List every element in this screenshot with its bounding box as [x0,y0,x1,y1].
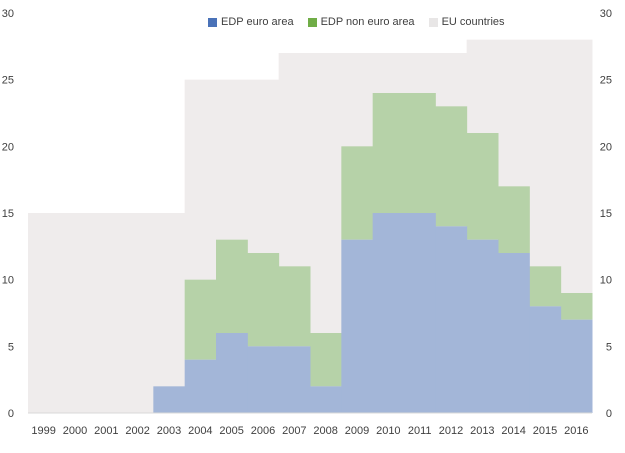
edp-non-euro-mark-2005 [216,239,248,333]
x-tick-2015: 2015 [533,425,557,437]
x-tick-2016: 2016 [564,425,588,437]
y-tick-left-5: 5 [8,341,14,353]
x-tick-2005: 2005 [219,425,243,437]
edp-euro-mark-2004 [184,359,217,413]
eu-countries-mark-2000 [59,213,92,413]
x-tick-2010: 2010 [376,425,400,437]
x-tick-2014: 2014 [501,425,525,437]
x-tick-2007: 2007 [282,425,306,437]
y-tick-left-30: 30 [2,8,14,20]
edp-euro-mark-2006 [247,346,280,413]
edp-euro-mark-2011 [404,213,436,413]
x-tick-2003: 2003 [157,425,181,437]
edp-non-euro-mark-2016 [560,293,593,320]
edp-non-euro-mark-2012 [435,106,468,227]
eu-countries-mark-2001 [90,213,123,413]
eu-countries-mark-2002 [122,213,154,413]
edp-euro-mark-2014 [498,253,530,413]
legend-item-eu-countries: EU countries [428,16,505,28]
legend-label-eu-countries: EU countries [441,16,505,28]
eu-countries-mark-2003 [153,213,186,413]
y-tick-left-25: 25 [2,75,14,87]
y-tick-right-5: 5 [606,341,612,353]
y-tick-right-15: 15 [600,208,612,220]
edp-non-euro-mark-2006 [247,253,280,347]
x-tick-2011: 2011 [408,425,432,437]
edp-euro-mark-2013 [466,239,499,413]
legend-item-edp-non-euro: EDP non euro area [307,16,415,28]
edp-non-euro-series [184,93,593,387]
x-tick-2006: 2006 [251,425,275,437]
legend: EDP euro area EDP non euro area EU count… [208,16,505,28]
y-tick-left-10: 10 [2,275,14,287]
y-tick-right-10: 10 [600,275,612,287]
legend-item-edp-euro: EDP euro area [208,16,294,28]
edp-non-euro-mark-2010 [372,93,405,213]
edp-non-euro-mark-2009 [341,146,374,240]
x-axis: 1999 2000 2001 2002 2003 2004 2005 2006 2007 2008… [31,425,588,437]
edp-non-euro-mark-2013 [466,133,499,240]
y-tick-left-20: 20 [2,141,14,153]
x-tick-2009: 2009 [345,425,369,437]
y-tick-right-25: 25 [600,75,612,87]
x-tick-2012: 2012 [439,425,463,437]
legend-label-edp-euro: EDP euro area [221,16,294,28]
edp-euro-mark-2003 [153,386,186,413]
edp-euro-mark-2016 [560,319,593,413]
x-tick-2008: 2008 [313,425,337,437]
edp-euro-mark-2015 [529,306,562,413]
y-tick-left-15: 15 [2,208,14,220]
x-tick-2001: 2001 [94,425,118,437]
edp-non-euro-mark-2007 [278,266,311,347]
edp-euro-mark-2007 [278,346,311,413]
y-tick-right-20: 20 [600,141,612,153]
y-axis-right: 0 5 10 15 20 25 30 [600,8,612,420]
edp-euro-mark-2008 [310,386,342,413]
edp-non-euro-mark-2014 [498,186,530,253]
x-tick-2013: 2013 [470,425,494,437]
eu-countries-mark-1999 [28,213,60,413]
edp-non-euro-mark-2011 [404,93,436,213]
y-tick-left-0: 0 [8,408,14,420]
x-tick-2004: 2004 [188,425,212,437]
edp-non-euro-mark-2015 [529,266,562,307]
legend-swatch-eu-countries [428,17,438,27]
edp-euro-mark-2010 [372,213,405,413]
y-axis-left: 0 5 10 15 20 25 30 [2,8,14,420]
edp-euro-series [153,213,593,413]
legend-swatch-edp-euro [208,17,217,27]
x-tick-2002: 2002 [125,425,149,437]
edp-non-euro-mark-2004 [184,279,217,360]
edp-euro-mark-2005 [216,333,248,413]
legend-label-edp-non-euro: EDP non euro area [320,16,415,28]
edp-euro-mark-2009 [341,239,374,413]
edp-euro-mark-2012 [435,226,468,413]
legend-swatch-edp-non-euro [307,17,317,27]
x-tick-2000: 2000 [63,425,87,437]
y-tick-right-30: 30 [600,8,612,20]
y-tick-right-0: 0 [606,408,612,420]
x-tick-1999: 1999 [31,425,55,437]
edp-non-euro-mark-2008 [310,333,342,387]
